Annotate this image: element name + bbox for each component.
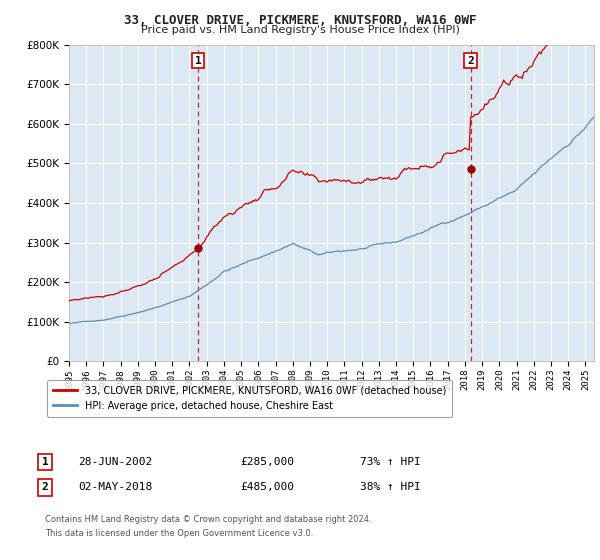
Text: 33, CLOVER DRIVE, PICKMERE, KNUTSFORD, WA16 0WF: 33, CLOVER DRIVE, PICKMERE, KNUTSFORD, W… — [124, 14, 476, 27]
Text: £285,000: £285,000 — [240, 457, 294, 467]
Text: 38% ↑ HPI: 38% ↑ HPI — [360, 482, 421, 492]
Text: 2: 2 — [41, 482, 49, 492]
Text: 02-MAY-2018: 02-MAY-2018 — [78, 482, 152, 492]
Text: 1: 1 — [41, 457, 49, 467]
Text: 73% ↑ HPI: 73% ↑ HPI — [360, 457, 421, 467]
Text: This data is licensed under the Open Government Licence v3.0.: This data is licensed under the Open Gov… — [45, 529, 313, 538]
Text: 2: 2 — [467, 55, 474, 66]
Text: Contains HM Land Registry data © Crown copyright and database right 2024.: Contains HM Land Registry data © Crown c… — [45, 515, 371, 524]
Text: Price paid vs. HM Land Registry's House Price Index (HPI): Price paid vs. HM Land Registry's House … — [140, 25, 460, 35]
Text: £485,000: £485,000 — [240, 482, 294, 492]
Text: 1: 1 — [195, 55, 202, 66]
Text: 28-JUN-2002: 28-JUN-2002 — [78, 457, 152, 467]
